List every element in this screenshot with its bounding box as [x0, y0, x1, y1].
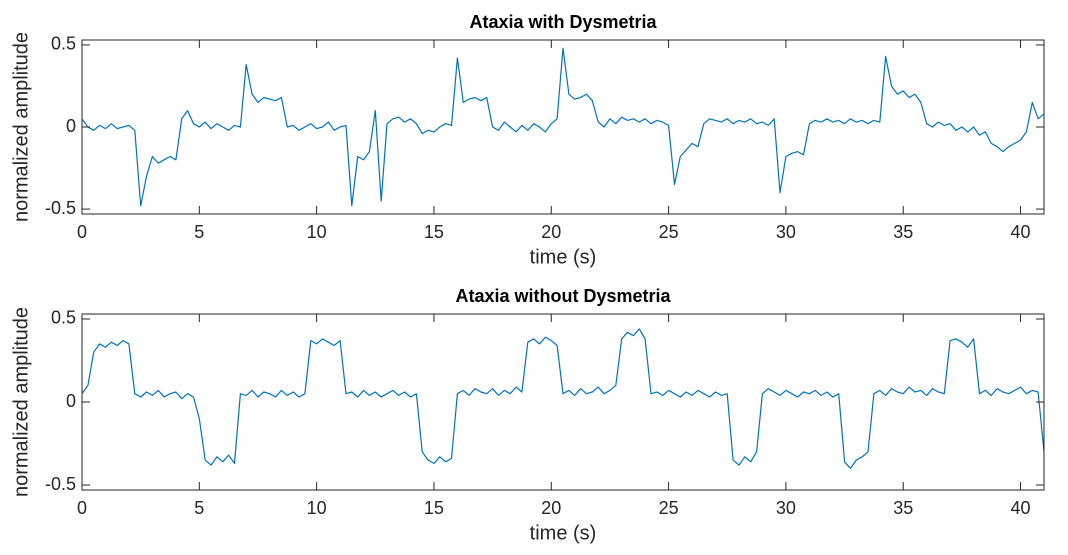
- signal-line: [82, 328, 1044, 469]
- chart-title: Ataxia with Dysmetria: [469, 12, 657, 32]
- x-tick-label: 30: [776, 222, 796, 242]
- x-tick-label: 0: [77, 222, 87, 242]
- x-tick-label: 15: [424, 222, 444, 242]
- x-tick-label: 35: [893, 498, 913, 518]
- y-axis-label: normalized amplitude: [10, 307, 32, 497]
- x-tick-label: 10: [307, 222, 327, 242]
- chart-title: Ataxia without Dysmetria: [455, 286, 671, 306]
- x-tick-label: 25: [659, 222, 679, 242]
- x-tick-label: 40: [1011, 222, 1031, 242]
- x-axis-label: time (s): [530, 246, 597, 268]
- signal-line: [82, 47, 1044, 207]
- y-tick-label: 0: [66, 116, 76, 136]
- plot-area: [82, 40, 1044, 214]
- x-tick-label: 40: [1011, 498, 1031, 518]
- y-tick-label: -0.5: [45, 474, 76, 494]
- x-axis-label: time (s): [530, 522, 597, 544]
- y-tick-label: -0.5: [45, 198, 76, 218]
- y-tick-label: 0: [66, 391, 76, 411]
- plot-area: [82, 314, 1044, 490]
- x-tick-label: 30: [776, 498, 796, 518]
- x-tick-label: 10: [307, 498, 327, 518]
- y-tick-label: 0.5: [51, 308, 76, 328]
- y-axis-label: normalized amplitude: [10, 32, 32, 222]
- x-tick-label: 20: [541, 498, 561, 518]
- x-tick-label: 5: [194, 498, 204, 518]
- x-tick-label: 15: [424, 498, 444, 518]
- x-tick-label: 0: [77, 498, 87, 518]
- x-tick-label: 20: [541, 222, 561, 242]
- x-tick-label: 5: [194, 222, 204, 242]
- y-tick-label: 0.5: [51, 34, 76, 54]
- x-tick-label: 35: [893, 222, 913, 242]
- x-tick-label: 25: [659, 498, 679, 518]
